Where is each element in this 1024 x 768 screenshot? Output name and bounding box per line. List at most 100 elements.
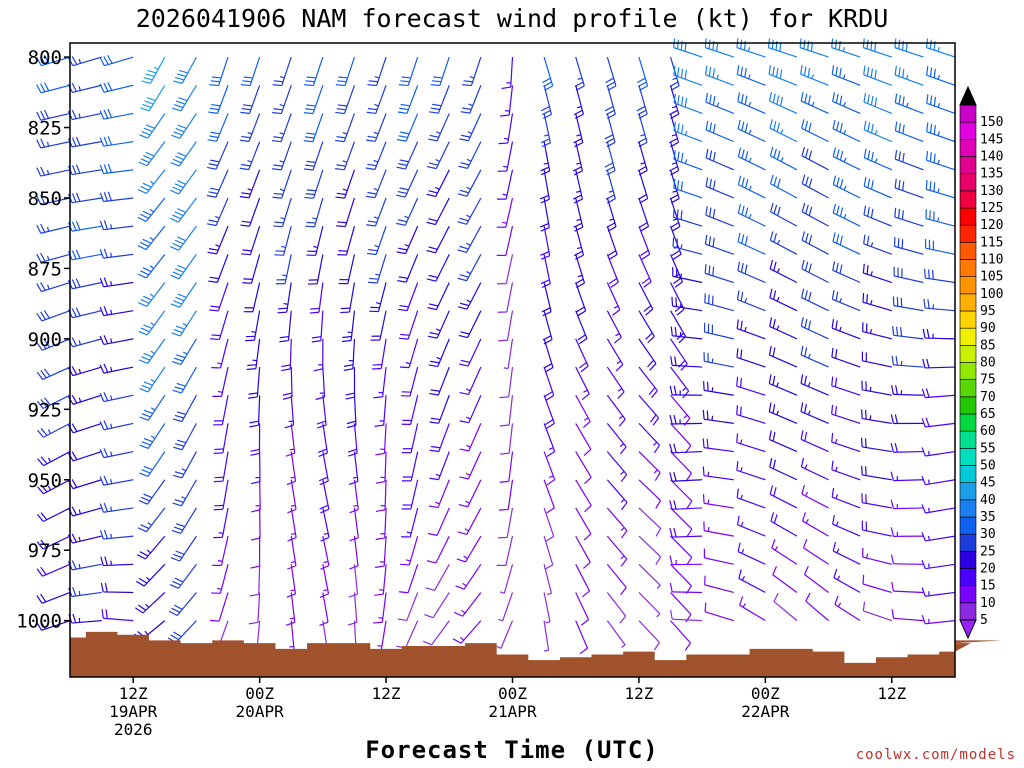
- wind-barb: [349, 536, 359, 570]
- wind-barb: [462, 56, 482, 87]
- wind-barb: [36, 591, 71, 604]
- colorbar-label: 65: [980, 407, 996, 422]
- barb-full-feather: [210, 159, 220, 163]
- barb-shaft: [575, 141, 583, 172]
- wind-barb: [737, 119, 766, 143]
- barb-full-feather: [373, 396, 383, 399]
- wind-barb: [496, 169, 514, 200]
- barb-shaft: [505, 535, 514, 566]
- barb-full-feather: [40, 252, 46, 262]
- wind-barb: [173, 56, 197, 85]
- barb-full-feather: [741, 234, 745, 244]
- barb-full-feather: [99, 220, 104, 230]
- wind-barb: [240, 56, 261, 87]
- wind-barb: [457, 507, 482, 535]
- barb-shaft: [41, 620, 71, 631]
- barb-shaft: [375, 85, 387, 114]
- barb-full-feather: [805, 204, 809, 214]
- barb-shaft: [893, 590, 924, 594]
- wind-barb: [769, 259, 798, 284]
- barb-full-feather: [921, 587, 926, 597]
- barb-full-feather: [542, 311, 552, 317]
- barb-full-feather: [864, 466, 867, 476]
- barb-full-feather: [103, 392, 109, 401]
- barb-full-feather: [650, 414, 657, 423]
- barb-half-feather: [748, 129, 752, 135]
- barb-half-feather: [496, 646, 502, 649]
- barb-shaft: [575, 394, 591, 422]
- wind-barb: [427, 310, 450, 339]
- colorbar-label: 70: [980, 390, 996, 405]
- barb-shaft: [638, 592, 661, 615]
- barb-full-feather: [397, 111, 408, 114]
- barb-half-feather: [811, 74, 815, 79]
- barb-full-feather: [174, 386, 184, 391]
- barb-full-feather: [40, 223, 46, 233]
- barb-full-feather: [744, 95, 748, 105]
- wind-barb: [427, 113, 450, 142]
- colorbar-label: 20: [980, 562, 996, 577]
- barb-full-feather: [137, 245, 147, 251]
- wind-barb: [343, 338, 356, 371]
- wind-barb: [37, 451, 71, 467]
- barb-full-feather: [173, 604, 183, 610]
- barb-half-feather: [47, 429, 52, 434]
- barb-full-feather: [804, 375, 807, 386]
- wind-barb: [669, 197, 681, 232]
- barb-full-feather: [366, 111, 376, 115]
- barb-half-feather: [374, 103, 379, 107]
- barb-full-feather: [686, 528, 693, 538]
- barb-full-feather: [99, 503, 105, 513]
- barb-shaft: [801, 127, 829, 143]
- barb-shaft: [864, 157, 893, 171]
- barb-full-feather: [769, 288, 773, 298]
- barb-full-feather: [800, 288, 805, 298]
- barb-shaft: [71, 197, 102, 204]
- barb-half-feather: [78, 509, 81, 515]
- barb-shaft: [216, 113, 229, 142]
- barb-shaft: [575, 169, 583, 200]
- barb-full-feather: [172, 502, 182, 507]
- barb-half-feather: [620, 470, 625, 475]
- wind-barb: [831, 460, 861, 481]
- wind-barb: [862, 263, 892, 284]
- barb-full-feather: [399, 304, 409, 308]
- wind-barb: [429, 395, 450, 424]
- barb-shaft: [316, 254, 324, 284]
- barb-full-feather: [741, 177, 745, 187]
- barb-full-feather: [43, 55, 50, 64]
- barb-half-feather: [680, 273, 683, 279]
- barb-full-feather: [898, 123, 902, 133]
- x-tick-label: 20APR: [236, 702, 285, 721]
- barb-full-feather: [834, 406, 837, 416]
- barb-shaft: [147, 338, 166, 364]
- barb-full-feather: [499, 114, 510, 117]
- barb-full-feather: [776, 150, 781, 160]
- barb-half-feather: [742, 603, 746, 608]
- barb-full-feather: [424, 613, 434, 619]
- barb-full-feather: [545, 394, 555, 401]
- barb-shaft: [468, 423, 482, 452]
- barb-full-feather: [677, 123, 680, 133]
- x-tick-label: 12Z: [624, 684, 653, 703]
- barb-full-feather: [71, 308, 77, 318]
- barb-full-feather: [777, 178, 781, 188]
- barb-shaft: [468, 366, 482, 395]
- barb-full-feather: [737, 261, 741, 271]
- barb-full-feather: [40, 512, 48, 521]
- wind-barb: [669, 527, 703, 538]
- barb-full-feather: [800, 430, 804, 440]
- wind-barb: [36, 138, 71, 149]
- barb-shaft: [103, 535, 134, 540]
- barb-full-feather: [313, 368, 323, 372]
- barb-full-feather: [705, 205, 708, 216]
- wind-barb: [99, 220, 134, 231]
- barb-shaft: [832, 128, 861, 143]
- barb-full-feather: [306, 76, 316, 79]
- barb-full-feather: [142, 295, 152, 301]
- barb-full-feather: [709, 150, 713, 160]
- barb-full-feather: [174, 471, 185, 475]
- barb-full-feather: [75, 164, 81, 174]
- barb-full-feather: [458, 306, 468, 310]
- barb-full-feather: [839, 207, 844, 217]
